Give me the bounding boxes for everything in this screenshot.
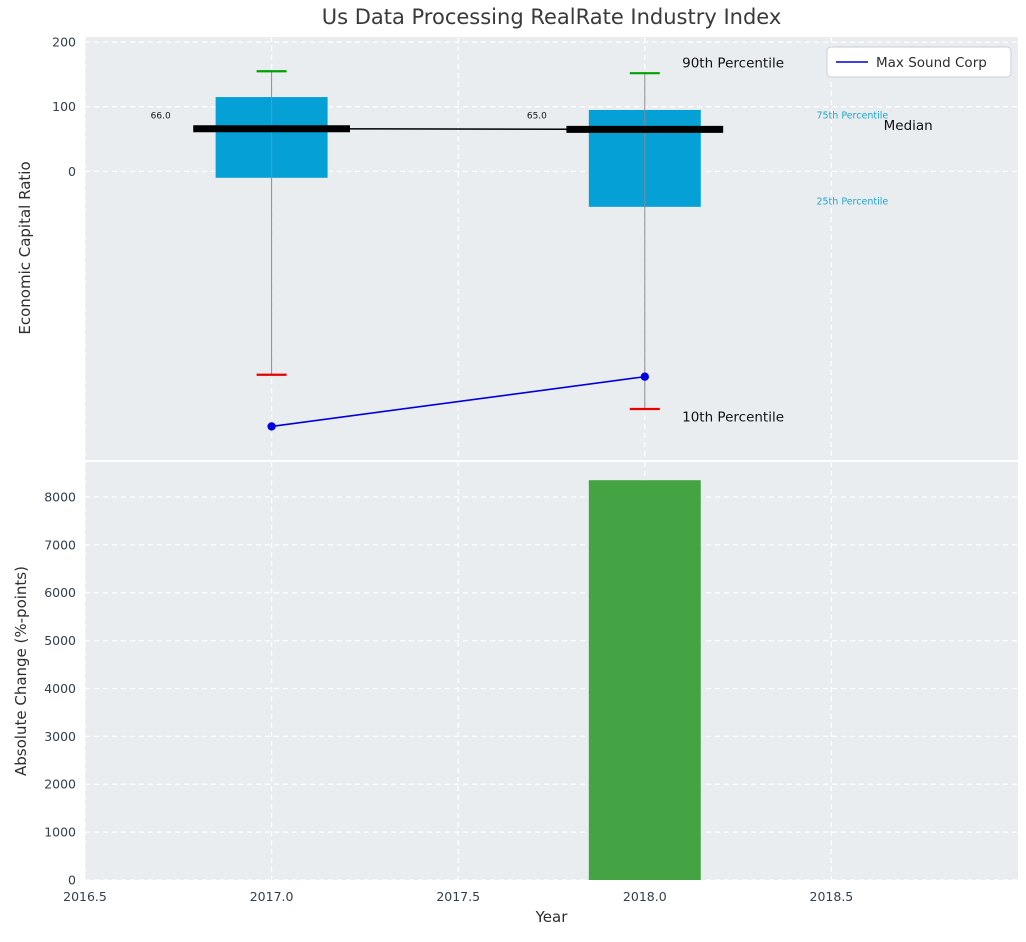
x-tick-label: 2017.5 <box>436 889 480 904</box>
y-tick-label: 1000 <box>44 825 76 840</box>
annotation-90th-percentile: 90th Percentile <box>682 56 784 72</box>
legend-box <box>826 46 1012 78</box>
x-tick-label: 2016.5 <box>63 889 107 904</box>
x-tick-label: 2018.5 <box>810 889 854 904</box>
y-tick-label: 6000 <box>44 585 76 600</box>
x-tick-label: 2017.0 <box>250 889 294 904</box>
x-tick-label: 2018.0 <box>623 889 667 904</box>
bottom-plot-area <box>85 462 1018 880</box>
y-tick-label: 7000 <box>44 537 76 552</box>
bottom-y-axis-label: Absolute Change (%-points) <box>12 566 30 776</box>
annotation-66-0: 66.0 <box>151 111 171 121</box>
company-point-2017 <box>267 422 276 431</box>
y-tick-label: 0 <box>68 873 76 888</box>
chart-title: Us Data Processing RealRate Industry Ind… <box>321 5 782 29</box>
y-tick-label: 2000 <box>44 777 76 792</box>
legend-label: Max Sound Corp <box>876 55 987 71</box>
y-tick-label: 0 <box>68 164 76 179</box>
y-tick-label: 5000 <box>44 633 76 648</box>
top-y-axis-label: Economic Capital Ratio <box>16 161 34 335</box>
company-point-2018 <box>640 372 649 381</box>
annotation-25th-percentile: 25th Percentile <box>816 196 888 207</box>
y-tick-label: 200 <box>52 35 76 50</box>
annotation-75th-percentile: 75th Percentile <box>816 110 888 121</box>
annotation-median: Median <box>884 118 933 134</box>
y-tick-label: 100 <box>52 99 76 114</box>
y-tick-label: 8000 <box>44 489 76 504</box>
x-axis-label: Year <box>535 908 568 926</box>
company-line <box>271 375 645 428</box>
y-tick-label: 4000 <box>44 681 76 696</box>
change-bar-2018 <box>588 480 701 880</box>
annotation-10th-percentile: 10th Percentile <box>682 409 784 425</box>
y-tick-label: 3000 <box>44 729 76 744</box>
annotation-65-0: 65.0 <box>527 111 547 121</box>
